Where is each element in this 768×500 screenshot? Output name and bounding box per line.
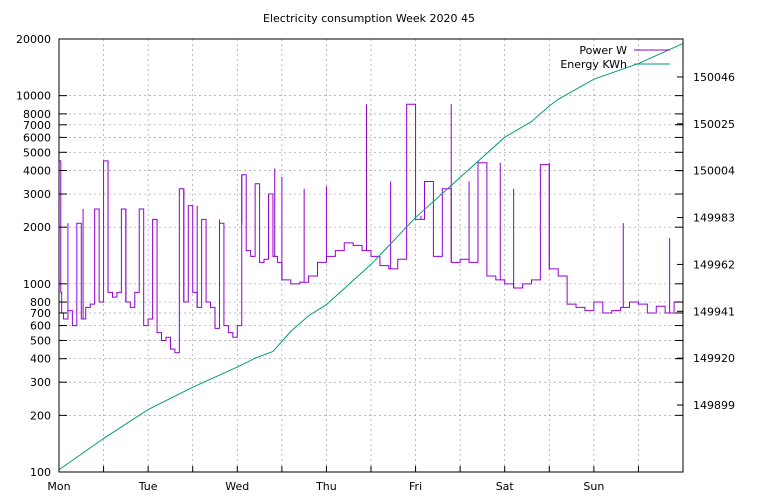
- right-tick-label: 150004: [693, 165, 735, 178]
- legend: Power W Energy KWh: [560, 44, 670, 71]
- left-tick-label: 5000: [23, 146, 51, 159]
- right-tick-label: 149899: [693, 399, 735, 412]
- left-tick-label: 6000: [23, 131, 51, 144]
- legend-label-energy: Energy KWh: [560, 58, 627, 71]
- right-tick-label: 149941: [693, 305, 735, 318]
- left-tick-label: 500: [30, 334, 51, 347]
- left-tick-label: 8000: [23, 108, 51, 121]
- left-tick-label: 7000: [23, 119, 51, 132]
- left-tick-label: 100: [30, 466, 51, 479]
- right-axis-ticks: 149899 149920 149941 149962 149983 150004 1500…: [677, 71, 735, 412]
- power-line: [59, 103, 684, 354]
- legend-label-power: Power W: [579, 44, 627, 57]
- series-power: [59, 103, 684, 354]
- x-tick-label: Tue: [138, 480, 158, 493]
- left-tick-label: 600: [30, 320, 51, 333]
- left-tick-label: 2000: [23, 221, 51, 234]
- right-tick-label: 149920: [693, 352, 735, 365]
- x-axis-ticks: Mon Tue Wed Thu Fri Sat Sun: [47, 466, 684, 493]
- left-tick-label: 300: [30, 376, 51, 389]
- x-tick-label: Wed: [225, 480, 249, 493]
- chart-title: Electricity consumption Week 2020 45: [263, 12, 475, 25]
- left-tick-label: 200: [30, 409, 51, 422]
- x-tick-label: Thu: [315, 480, 337, 493]
- x-tick-label: Fri: [409, 480, 422, 493]
- left-tick-label: 10000: [16, 90, 51, 103]
- right-tick-label: 149962: [693, 258, 735, 271]
- x-tick-label: Sat: [496, 480, 515, 493]
- right-tick-label: 150046: [693, 71, 735, 84]
- x-tick-label: Mon: [47, 480, 70, 493]
- energy-line: [58, 43, 684, 471]
- left-tick-label: 400: [30, 353, 51, 366]
- left-tick-label: 700: [30, 307, 51, 320]
- right-tick-label: 149983: [693, 212, 735, 225]
- left-tick-label: 800: [30, 296, 51, 309]
- left-tick-label: 1000: [23, 278, 51, 291]
- left-tick-label: 3000: [23, 188, 51, 201]
- left-tick-label: 4000: [23, 165, 51, 178]
- left-tick-label: 20000: [16, 33, 51, 46]
- right-tick-label: 150025: [693, 118, 735, 131]
- x-tick-label: Sun: [583, 480, 604, 493]
- series-energy: [58, 43, 684, 471]
